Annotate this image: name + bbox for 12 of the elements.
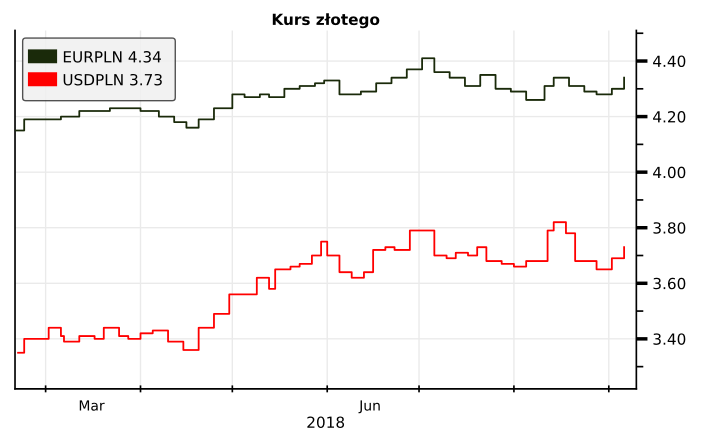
y-tick-label: 4.40 <box>653 55 686 68</box>
legend-label: USDPLN 3.73 <box>64 74 162 86</box>
y-tick-label: 4.00 <box>653 166 686 178</box>
y-tick-label: 4.20 <box>653 111 686 123</box>
x-tick-label: Jun <box>358 400 380 414</box>
y-tick-label: 3.60 <box>653 278 686 290</box>
y-tick-label: 3.40 <box>653 333 686 345</box>
x-axis-title: 2018 <box>307 416 344 428</box>
chart-title: Kurs złotego <box>272 13 380 28</box>
legend-label: EURPLN 4.34 <box>64 51 161 63</box>
x-tick-label: Mar <box>80 400 105 411</box>
y-tick-label: 3.80 <box>653 222 686 234</box>
